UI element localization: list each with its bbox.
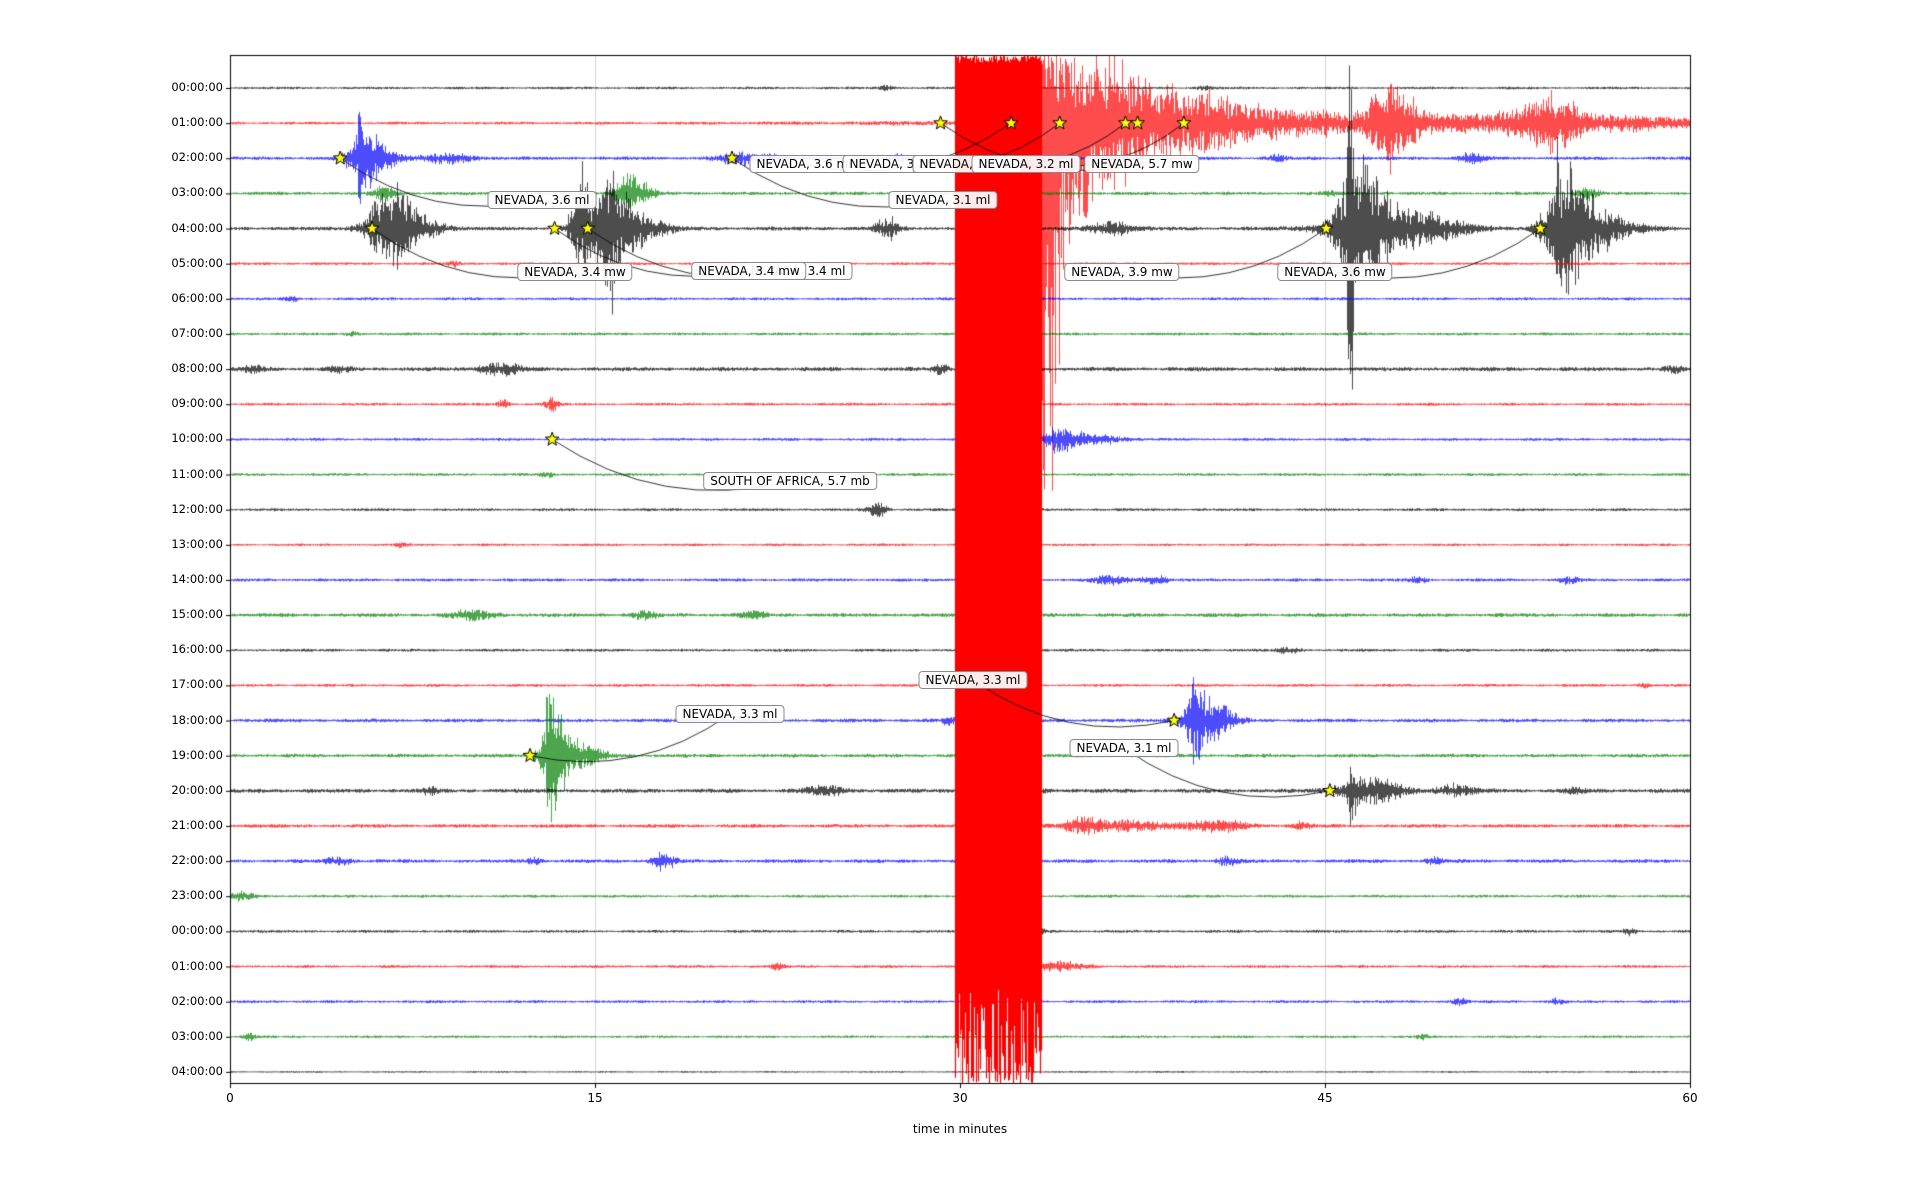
row-time-label: 14:00:00 xyxy=(171,571,223,586)
x-tick-label: 30 xyxy=(952,1091,968,1105)
row-time-label: 16:00:00 xyxy=(171,642,223,657)
annotation-label: NEVADA, 3.3 ml xyxy=(918,671,1028,689)
row-time-label: 08:00:00 xyxy=(171,361,223,376)
annotation-label: NEVADA, 3.6 ml xyxy=(487,191,597,209)
row-time-label: 02:00:00 xyxy=(171,150,223,165)
annotation-label: NEVADA, 3.4 mw xyxy=(517,263,633,281)
annotation-label: NEVADA, 3.3 ml xyxy=(675,705,785,723)
row-time-label: 04:00:00 xyxy=(171,1063,223,1078)
row-time-label: 09:00:00 xyxy=(171,396,223,411)
row-time-label: 00:00:00 xyxy=(171,923,223,938)
row-time-label: 00:00:00 xyxy=(171,80,223,94)
row-time-label: 15:00:00 xyxy=(171,607,223,622)
row-time-label: 01:00:00 xyxy=(171,115,223,130)
row-time-label: 19:00:00 xyxy=(171,747,223,762)
row-time-label: 07:00:00 xyxy=(171,325,223,340)
annotation-label: NEVADA, 3.6 mw xyxy=(1277,263,1393,281)
row-time-label: 02:00:00 xyxy=(171,993,223,1008)
annotation-label: NEVADA, 3.2 ml xyxy=(971,155,1081,173)
row-time-label: 03:00:00 xyxy=(171,185,223,200)
row-time-label: 23:00:00 xyxy=(171,888,223,903)
row-time-label: 17:00:00 xyxy=(171,677,223,692)
x-axis-label: time in minutes xyxy=(912,1122,1008,1136)
row-time-label: 01:00:00 xyxy=(171,958,223,973)
row-time-label: 10:00:00 xyxy=(171,431,223,446)
row-time-label: 06:00:00 xyxy=(171,290,223,305)
annotation-label: NEVADA, 3.9 mw xyxy=(1064,263,1180,281)
row-time-label: 20:00:00 xyxy=(171,782,223,797)
row-time-label: 04:00:00 xyxy=(171,220,223,235)
annotation-label: NEVADA, 3.1 ml xyxy=(888,191,998,209)
annotation-label: NEVADA, 3.1 ml xyxy=(1069,739,1179,757)
x-tick-label: 0 xyxy=(226,1091,234,1105)
row-time-label: 05:00:00 xyxy=(171,255,223,270)
x-tick-label: 45 xyxy=(1317,1091,1333,1105)
row-time-label: 18:00:00 xyxy=(171,712,223,727)
annotation-label: NEVADA, 5.7 mw xyxy=(1084,155,1200,173)
row-time-label: 21:00:00 xyxy=(171,817,223,832)
row-time-label: 12:00:00 xyxy=(171,501,223,516)
annotation-label: SOUTH OF AFRICA, 5.7 mb xyxy=(703,472,877,490)
row-time-label: 03:00:00 xyxy=(171,1028,223,1043)
x-tick-label: 15 xyxy=(587,1091,603,1105)
annotation-label: NEVADA, 3.6 ml xyxy=(749,155,859,173)
x-tick-label: 60 xyxy=(1682,1091,1698,1105)
row-time-label: 13:00:00 xyxy=(171,536,223,551)
row-time-label: 11:00:00 xyxy=(171,466,223,481)
annotation-label: NEVADA, 3.4 mw xyxy=(691,262,807,280)
row-time-label: 22:00:00 xyxy=(171,853,223,868)
